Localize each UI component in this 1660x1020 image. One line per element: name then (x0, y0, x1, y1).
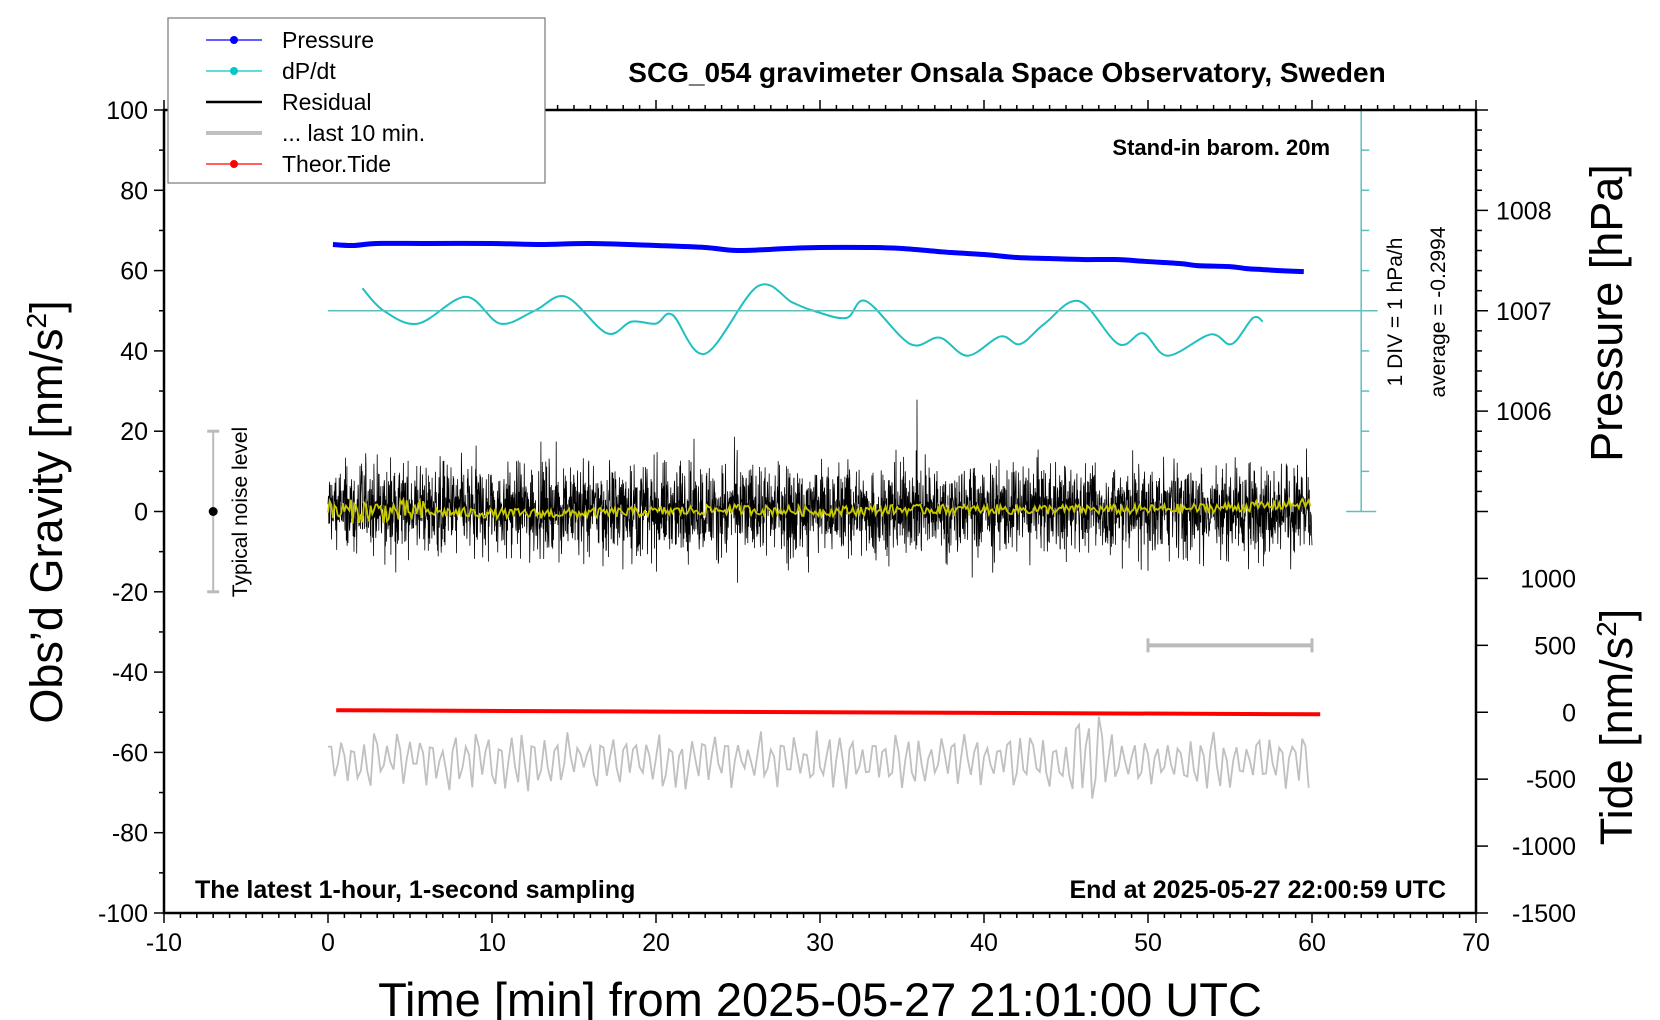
y-tick-label: 60 (120, 258, 148, 286)
x-tick-label: 10 (478, 929, 506, 957)
pressure-line (332, 240, 1304, 275)
legend-entry: ... last 10 min. (206, 120, 425, 146)
tide-tick-label: 0 (1562, 699, 1576, 727)
tide-line (336, 708, 1321, 717)
dpdt-average-label: average = -0.2994 (1427, 226, 1450, 397)
residual-line (327, 399, 1313, 583)
axes-layer: -10 0 10 20 30 40 50 60 70-100-80-60-40-20020406… (98, 97, 1576, 957)
pressure-tick-label: 1006 (1496, 398, 1552, 426)
legend-entry: dP/dt (206, 58, 336, 84)
x-tick-label: -10 (146, 929, 182, 957)
legend-box (167, 17, 546, 184)
chart-title: SCG_054 gravimeter Onsala Space Observat… (628, 57, 1385, 88)
tide-tick-label: 1000 (1520, 565, 1576, 593)
tide-label-end: ] (1591, 609, 1642, 622)
tide-tick-label: 500 (1534, 632, 1576, 660)
sampling-note: The latest 1-hour, 1-second sampling (195, 876, 635, 904)
pressure-axis-label: Pressure [hPa] (1581, 164, 1632, 462)
y-label-main: Obs’d Gravity [nm/s (21, 329, 72, 724)
y-tick-label: -20 (112, 579, 148, 607)
tide-label-main: Tide [nm/s (1591, 637, 1642, 845)
x-axis-label: Time [min] from 2025-05-27 21:01:00 UTC (378, 973, 1262, 1020)
y-tick-label: -40 (112, 659, 148, 687)
legend-entry: Theor.Tide (206, 151, 391, 177)
y-tick-label: -80 (112, 820, 148, 848)
y-tick-label: 40 (120, 338, 148, 366)
last10-line (327, 716, 1310, 799)
y-label-end: ] (21, 300, 72, 313)
legend-label: Pressure (282, 27, 374, 53)
y-tick-label: 80 (120, 177, 148, 205)
pressure-tick-label: 1008 (1496, 197, 1552, 225)
end-time-note: End at 2025-05-27 22:00:59 UTC (1069, 876, 1446, 904)
tide-tick-label: -500 (1526, 766, 1576, 794)
y-tick-label: 20 (120, 418, 148, 446)
x-tick-label: 0 (321, 929, 335, 957)
legend-marker (230, 36, 238, 44)
residual-smoothed-line (327, 496, 1312, 524)
y-tick-label: -100 (98, 900, 148, 928)
series-layer (207, 240, 1321, 799)
noise-level-dot (208, 507, 218, 516)
dpdt-scale-label: 1 DIV = 1 hPa/h (1384, 238, 1407, 387)
y-tick-label: -60 (112, 739, 148, 767)
barometer-note: Stand-in barom. 20m (1112, 135, 1330, 160)
legend-marker (230, 160, 238, 168)
tide-axis-label: Tide [nm/s2] (1591, 609, 1642, 845)
legend-entry: Pressure (206, 27, 374, 53)
x-tick-label: 30 (806, 929, 834, 957)
legend-label: Residual (282, 89, 372, 115)
y-label-sup: 2 (21, 313, 52, 329)
tide-tick-label: -1000 (1512, 833, 1576, 861)
legend: Pressure dP/dt Residual ... last 10 min. The… (167, 17, 546, 184)
legend-label: Theor.Tide (282, 151, 391, 177)
noise-level-label: Typical noise level (229, 427, 252, 597)
legend-marker (230, 67, 238, 75)
tide-label-sup: 2 (1591, 621, 1622, 637)
legend-entry: Residual (206, 89, 372, 115)
y-axis-label: Obs’d Gravity [nm/s2] (21, 300, 72, 723)
legend-label: dP/dt (282, 58, 336, 84)
x-tick-label: 60 (1298, 929, 1326, 957)
tide-tick-label: -1500 (1512, 900, 1576, 928)
x-tick-label: 50 (1134, 929, 1162, 957)
x-tick-label: 40 (970, 929, 998, 957)
pressure-tick-label: 1007 (1496, 298, 1552, 326)
x-tick-label: 70 (1462, 929, 1490, 957)
legend-label: ... last 10 min. (282, 120, 425, 146)
y-tick-label: 0 (134, 499, 148, 527)
x-tick-label: 20 (642, 929, 670, 957)
dpdt-line (361, 283, 1264, 357)
y-tick-label: 100 (106, 97, 148, 125)
